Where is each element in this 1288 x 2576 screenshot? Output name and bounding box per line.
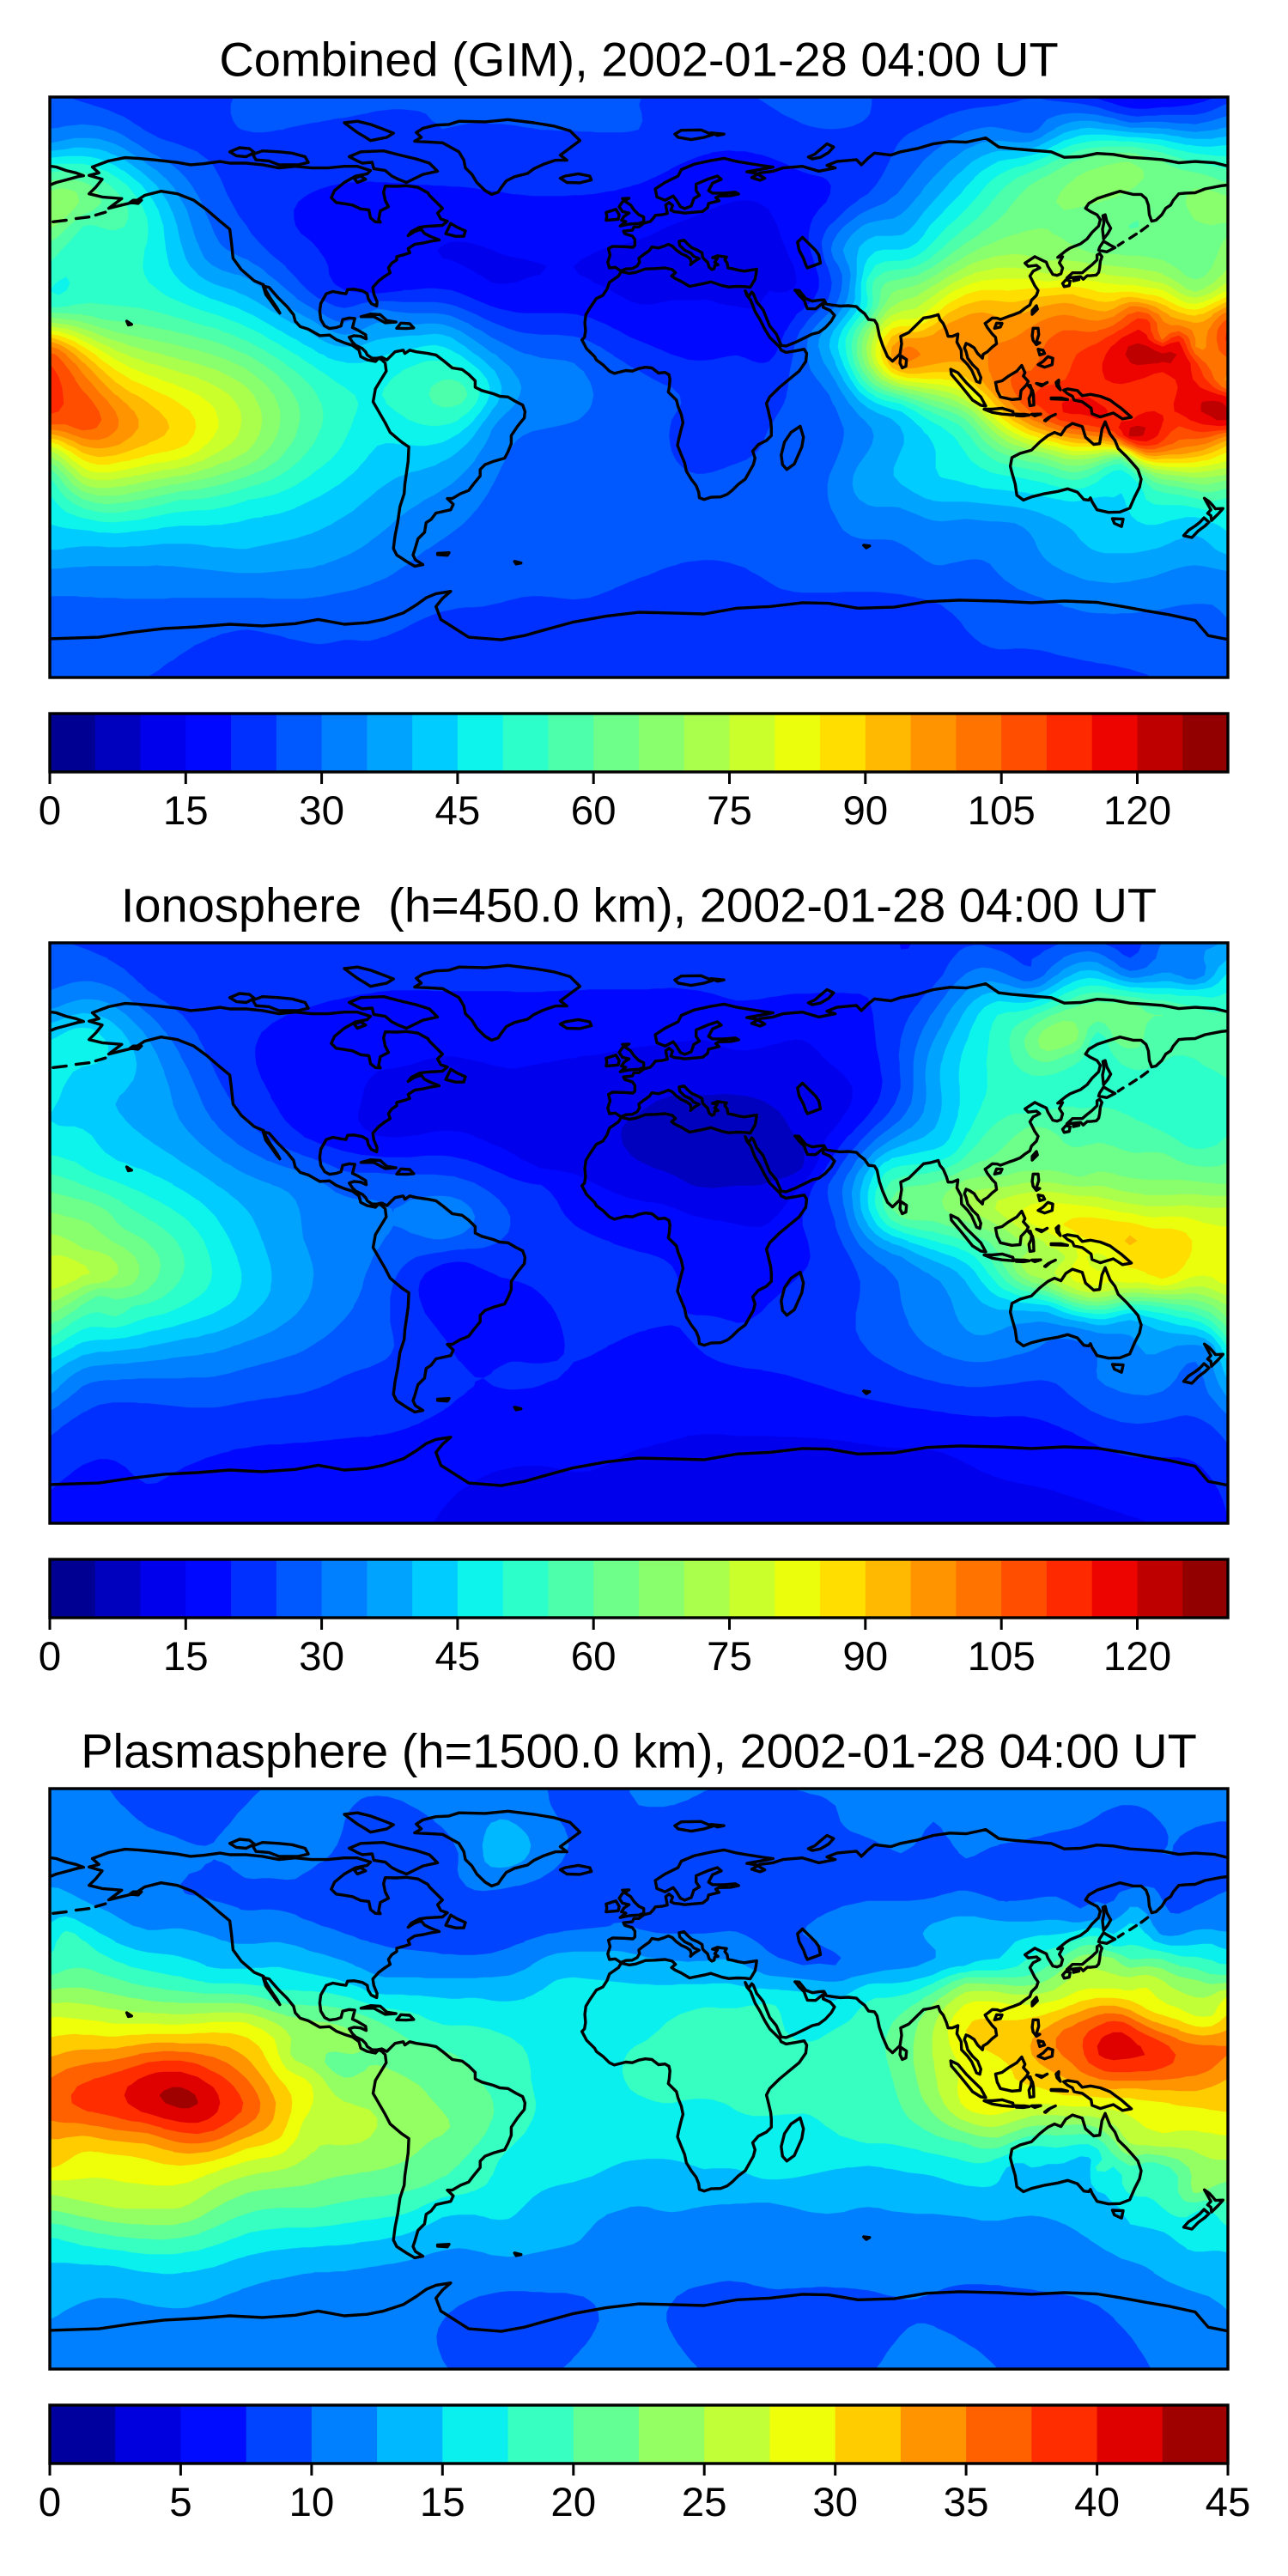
svg-text:105: 105 <box>968 788 1036 834</box>
svg-text:45: 45 <box>1206 2480 1251 2525</box>
svg-text:25: 25 <box>682 2480 727 2525</box>
svg-text:105: 105 <box>968 1634 1036 1680</box>
svg-text:30: 30 <box>299 788 344 834</box>
svg-text:Combined (GIM), 2002-01-28 04:: Combined (GIM), 2002-01-28 04:00 UT <box>219 33 1058 87</box>
svg-text:90: 90 <box>842 1634 888 1680</box>
svg-text:5: 5 <box>169 2480 191 2525</box>
svg-text:Plasmasphere (h=1500.0 km), 20: Plasmasphere (h=1500.0 km), 2002-01-28 0… <box>81 1724 1197 1778</box>
svg-text:0: 0 <box>39 788 61 834</box>
svg-text:120: 120 <box>1103 1634 1171 1680</box>
svg-text:20: 20 <box>550 2480 596 2525</box>
svg-text:60: 60 <box>571 1634 617 1680</box>
svg-text:120: 120 <box>1103 788 1171 834</box>
svg-text:35: 35 <box>944 2480 989 2525</box>
svg-text:15: 15 <box>163 788 209 834</box>
svg-text:75: 75 <box>707 788 752 834</box>
svg-text:45: 45 <box>434 788 480 834</box>
svg-text:0: 0 <box>39 1634 61 1680</box>
svg-text:75: 75 <box>707 1634 752 1680</box>
svg-text:40: 40 <box>1074 2480 1120 2525</box>
svg-text:60: 60 <box>571 788 617 834</box>
svg-text:15: 15 <box>163 1634 209 1680</box>
svg-text:30: 30 <box>299 1634 344 1680</box>
svg-text:15: 15 <box>420 2480 465 2525</box>
svg-text:0: 0 <box>39 2480 61 2525</box>
svg-text:10: 10 <box>289 2480 334 2525</box>
svg-text:90: 90 <box>842 788 888 834</box>
svg-text:30: 30 <box>812 2480 858 2525</box>
svg-text:45: 45 <box>434 1634 480 1680</box>
svg-text:Ionosphere (h=450.0 km), 2002: Ionosphere (h=450.0 km), 2002-01-28 04:0… <box>121 878 1157 933</box>
